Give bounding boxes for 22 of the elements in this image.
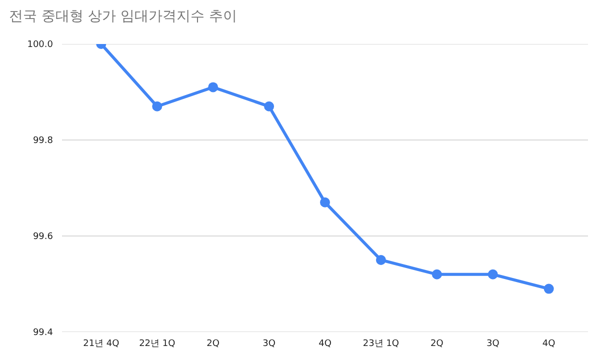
point	[208, 82, 218, 92]
chart-title: 전국 중대형 상가 임대가격지수 추이	[9, 8, 237, 25]
x-tick-label: 2Q	[206, 339, 220, 349]
point	[264, 101, 274, 112]
x-tick-label: 21년 4Q	[83, 339, 120, 349]
y-tick-label: 99.6	[32, 232, 54, 242]
point	[152, 101, 162, 112]
point	[376, 255, 386, 265]
x-tick-label: 2Q	[430, 339, 444, 349]
point	[432, 269, 442, 280]
x-tick-label: 3Q	[486, 339, 500, 349]
y-tick-label: 99.8	[32, 136, 54, 146]
x-tick-label: 22년 1Q	[139, 339, 176, 349]
x-tick-label: 23년 1Q	[362, 339, 400, 349]
x-tick-label: 3Q	[262, 339, 276, 349]
point	[488, 269, 498, 280]
y-tick-label: 99.4	[32, 328, 54, 338]
y-tick-label: 100.0	[27, 40, 54, 50]
x-tick-label: 4Q	[318, 339, 332, 349]
point	[320, 197, 330, 208]
x-tick-label: 4Q	[542, 339, 556, 349]
point	[544, 284, 554, 294]
